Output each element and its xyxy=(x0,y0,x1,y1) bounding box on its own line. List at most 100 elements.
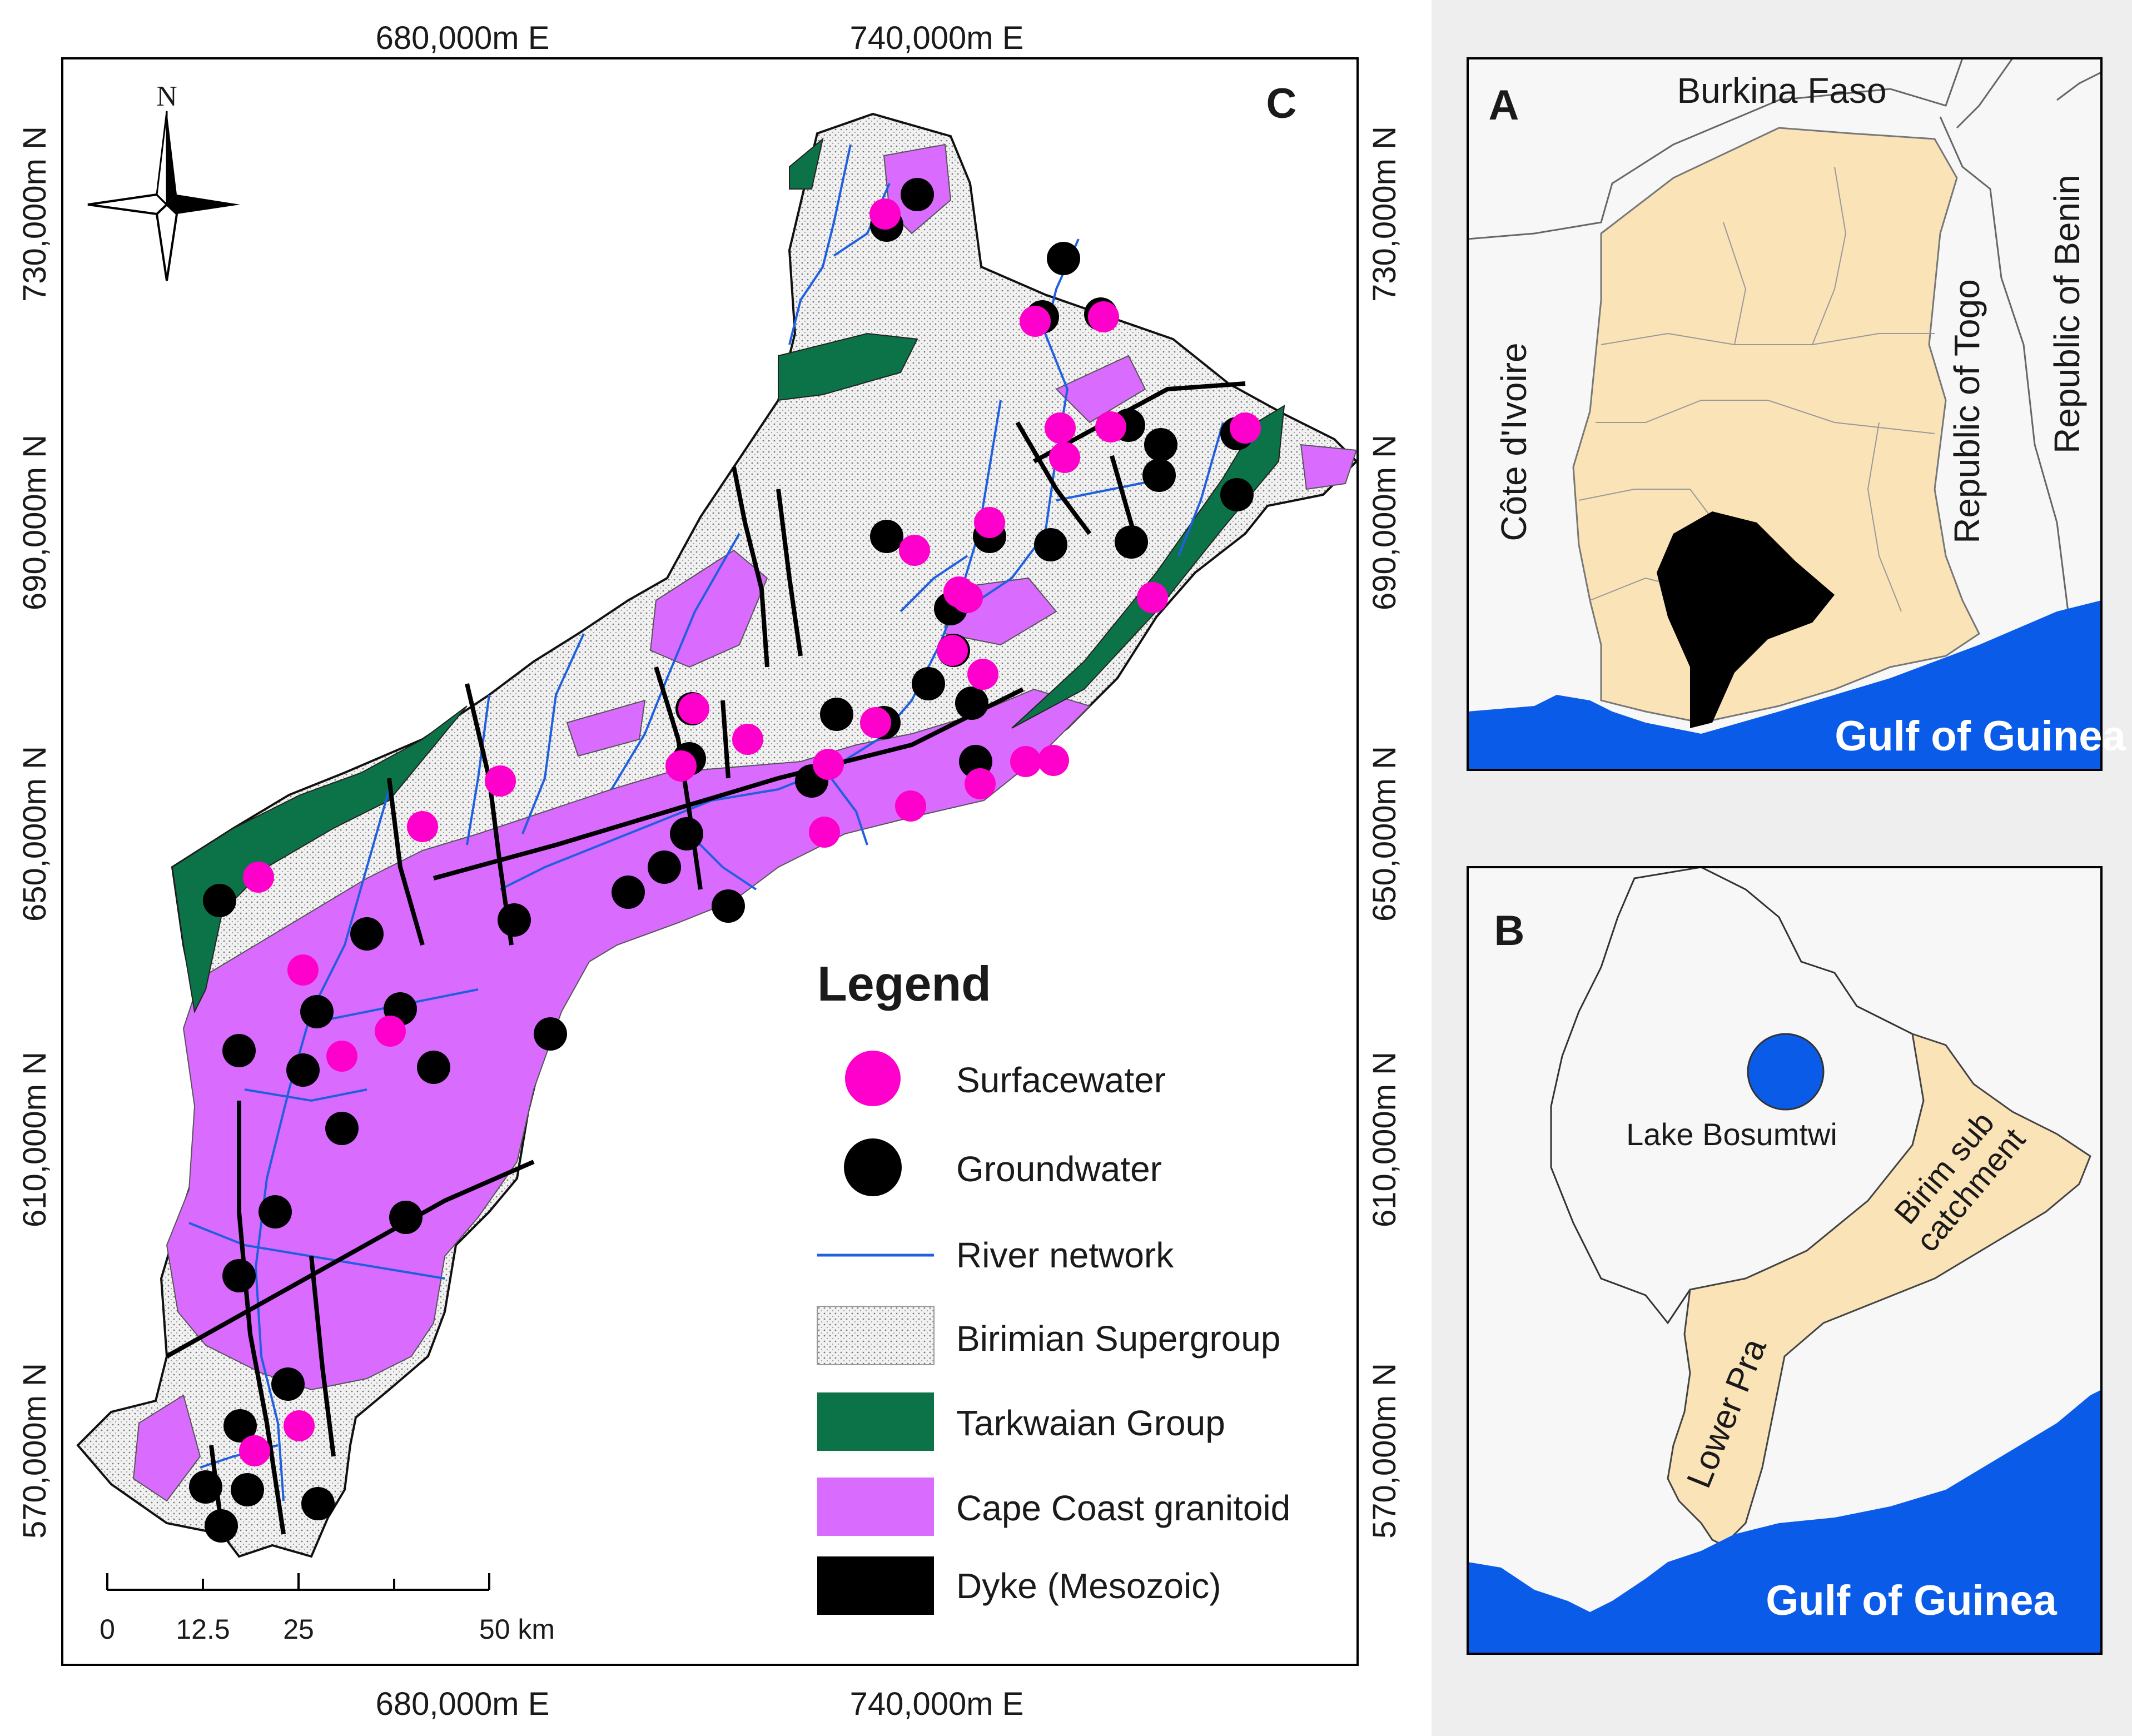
legend-tarkwaian-label: Tarkwaian Group xyxy=(956,1403,1225,1443)
groundwater-point xyxy=(271,1367,305,1401)
surfacewater-point xyxy=(732,724,763,755)
groundwater-point xyxy=(870,520,903,553)
surfacewater-point xyxy=(287,954,319,986)
groundwater-point xyxy=(203,884,236,917)
surfacewater-point xyxy=(899,535,930,566)
legend-birimian-icon xyxy=(817,1306,935,1365)
groundwater-point xyxy=(205,1509,238,1543)
scale-label-12-5: 12.5 xyxy=(176,1614,230,1645)
surfacewater-point xyxy=(895,790,926,822)
x-tick-top-2: 740,000m E xyxy=(850,20,1024,56)
y-tick-right-4: 610,000m N xyxy=(1366,1052,1403,1227)
legend-groundwater-icon xyxy=(844,1138,902,1196)
legend-dyke-icon xyxy=(817,1556,934,1615)
x-tick-bottom-2: 740,000m E xyxy=(850,1686,1024,1722)
cape-coast-granitoid-patch xyxy=(649,549,768,668)
surfacewater-point xyxy=(809,817,840,848)
surfacewater-point xyxy=(485,765,516,797)
groundwater-point xyxy=(648,850,681,884)
surfacewater-point xyxy=(813,749,844,780)
neighbour-borders xyxy=(1468,58,2101,645)
x-tick-bottom-1: 680,000m E xyxy=(376,1686,550,1722)
groundwater-point xyxy=(1034,528,1067,561)
groundwater-point xyxy=(534,1017,567,1051)
scale-label-25: 25 xyxy=(283,1614,314,1645)
label-gulf-of-guinea-b: Gulf of Guinea xyxy=(1766,1577,2057,1624)
y-tick-left-1: 730,000m N xyxy=(17,126,53,302)
tarkwaian-group-west xyxy=(171,705,468,1014)
groundwater-point xyxy=(820,698,853,731)
surfacewater-point xyxy=(1045,412,1076,444)
label-burkina-faso: Burkina Faso xyxy=(1677,71,1886,111)
panel-c-letter: C xyxy=(1266,80,1297,127)
groundwater-point xyxy=(223,1409,257,1442)
groundwater-point xyxy=(670,817,703,850)
y-ticks-right: 730,000m N 690,000m N 650,000m N 610,000… xyxy=(1366,126,1403,1539)
groundwater-point xyxy=(222,1034,256,1067)
groundwater-point xyxy=(912,667,945,700)
scale-label-0: 0 xyxy=(100,1614,115,1645)
surfacewater-point xyxy=(326,1041,357,1072)
surfacewater-point xyxy=(1010,746,1041,777)
north-arrow-icon: N xyxy=(87,81,240,281)
cape-coast-granitoid-patch xyxy=(1300,444,1358,490)
cape-coast-granitoid-patch xyxy=(132,1394,201,1502)
legend-birimian-label: Birimian Supergroup xyxy=(956,1319,1280,1359)
groundwater-point xyxy=(300,995,334,1028)
groundwater-point xyxy=(417,1051,450,1084)
surfacewater-point xyxy=(1137,582,1168,613)
pra-basin-catchment xyxy=(1657,511,1835,728)
surfacewater-point xyxy=(1230,412,1261,444)
surfacewater-point xyxy=(375,1016,406,1047)
scale-bar xyxy=(106,1573,490,1591)
groundwater-point xyxy=(222,1259,256,1292)
panel-b-inset-map: B Lake Bosumtwi Birim sub catchment Lowe… xyxy=(1467,866,2103,1655)
surfacewater-point xyxy=(678,693,709,724)
groundwater-point xyxy=(189,1470,222,1504)
panel-a-letter: A xyxy=(1489,82,1519,129)
groundwater-point xyxy=(389,1201,423,1234)
y-tick-right-2: 690,000m N xyxy=(1366,435,1403,610)
cape-coast-granitoid-patch xyxy=(1055,355,1146,424)
panel-a-inset-map: A Burkina Faso Côte d'Ivoire Republic of… xyxy=(1467,57,2126,771)
tarkwaian-group-ne xyxy=(789,137,824,190)
cape-coast-granitoid-patch xyxy=(566,699,646,757)
tarkwaian-group-north xyxy=(778,332,918,401)
y-tick-right-1: 730,000m N xyxy=(1366,126,1403,302)
groundwater-point xyxy=(1047,242,1080,275)
surfacewater-point xyxy=(665,750,697,782)
label-republic-of-togo: Republic of Togo xyxy=(1947,279,1987,544)
legend-granitoid-icon xyxy=(817,1478,934,1536)
y-tick-left-2: 690,000m N xyxy=(17,435,53,610)
surfacewater-point xyxy=(1088,301,1119,332)
groundwater-point xyxy=(612,876,645,909)
label-cote-divoire: Côte d'Ivoire xyxy=(1494,342,1534,541)
surfacewater-point xyxy=(407,811,438,842)
panel-b-letter: B xyxy=(1494,907,1525,954)
y-tick-left-5: 570,000m N xyxy=(17,1363,53,1539)
groundwater-point xyxy=(325,1112,359,1145)
gulf-of-guinea-sea-a xyxy=(1468,600,2101,770)
surfacewater-point xyxy=(869,198,901,230)
legend-surfacewater-icon xyxy=(845,1051,901,1106)
surfacewater-point xyxy=(1020,306,1051,337)
legend-title: Legend xyxy=(817,956,991,1011)
groundwater-point xyxy=(1144,428,1177,461)
groundwater-point xyxy=(498,903,531,937)
surfacewater-point xyxy=(1095,411,1126,442)
north-label: N xyxy=(156,81,177,112)
x-tick-top-1: 680,000m E xyxy=(376,20,550,56)
label-republic-of-benin: Republic of Benin xyxy=(2047,175,2087,454)
legend-tarkwaian-icon xyxy=(817,1392,934,1451)
groundwater-point xyxy=(231,1473,264,1506)
surfacewater-point xyxy=(284,1410,315,1441)
groundwater-point xyxy=(301,1487,335,1520)
legend-groundwater-label: Groundwater xyxy=(956,1149,1162,1189)
surfacewater-point xyxy=(974,507,1005,538)
surfacewater-point xyxy=(860,707,891,738)
legend-dyke-label: Dyke (Mesozoic) xyxy=(956,1566,1221,1606)
legend: Legend Surfacewater Groundwater River ne… xyxy=(817,956,1290,1615)
label-lake-bosumtwi: Lake Bosumtwi xyxy=(1626,1117,1837,1152)
label-gulf-of-guinea-a: Gulf of Guinea xyxy=(1835,713,2126,760)
surfacewater-point xyxy=(243,862,274,893)
